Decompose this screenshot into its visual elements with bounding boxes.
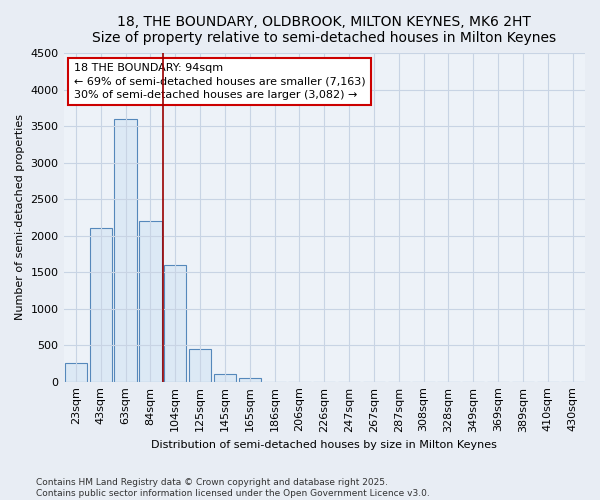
Text: 18 THE BOUNDARY: 94sqm
← 69% of semi-detached houses are smaller (7,163)
30% of : 18 THE BOUNDARY: 94sqm ← 69% of semi-det…	[74, 63, 365, 100]
Bar	[239, 378, 261, 382]
Text: Contains HM Land Registry data © Crown copyright and database right 2025.
Contai: Contains HM Land Registry data © Crown c…	[36, 478, 430, 498]
Bar	[164, 265, 187, 382]
Bar	[115, 119, 137, 382]
X-axis label: Distribution of semi-detached houses by size in Milton Keynes: Distribution of semi-detached houses by …	[151, 440, 497, 450]
Bar	[65, 364, 87, 382]
Bar	[214, 374, 236, 382]
Title: 18, THE BOUNDARY, OLDBROOK, MILTON KEYNES, MK6 2HT
Size of property relative to : 18, THE BOUNDARY, OLDBROOK, MILTON KEYNE…	[92, 15, 556, 45]
Bar	[189, 349, 211, 382]
Bar	[139, 221, 161, 382]
Y-axis label: Number of semi-detached properties: Number of semi-detached properties	[15, 114, 25, 320]
Bar	[89, 228, 112, 382]
